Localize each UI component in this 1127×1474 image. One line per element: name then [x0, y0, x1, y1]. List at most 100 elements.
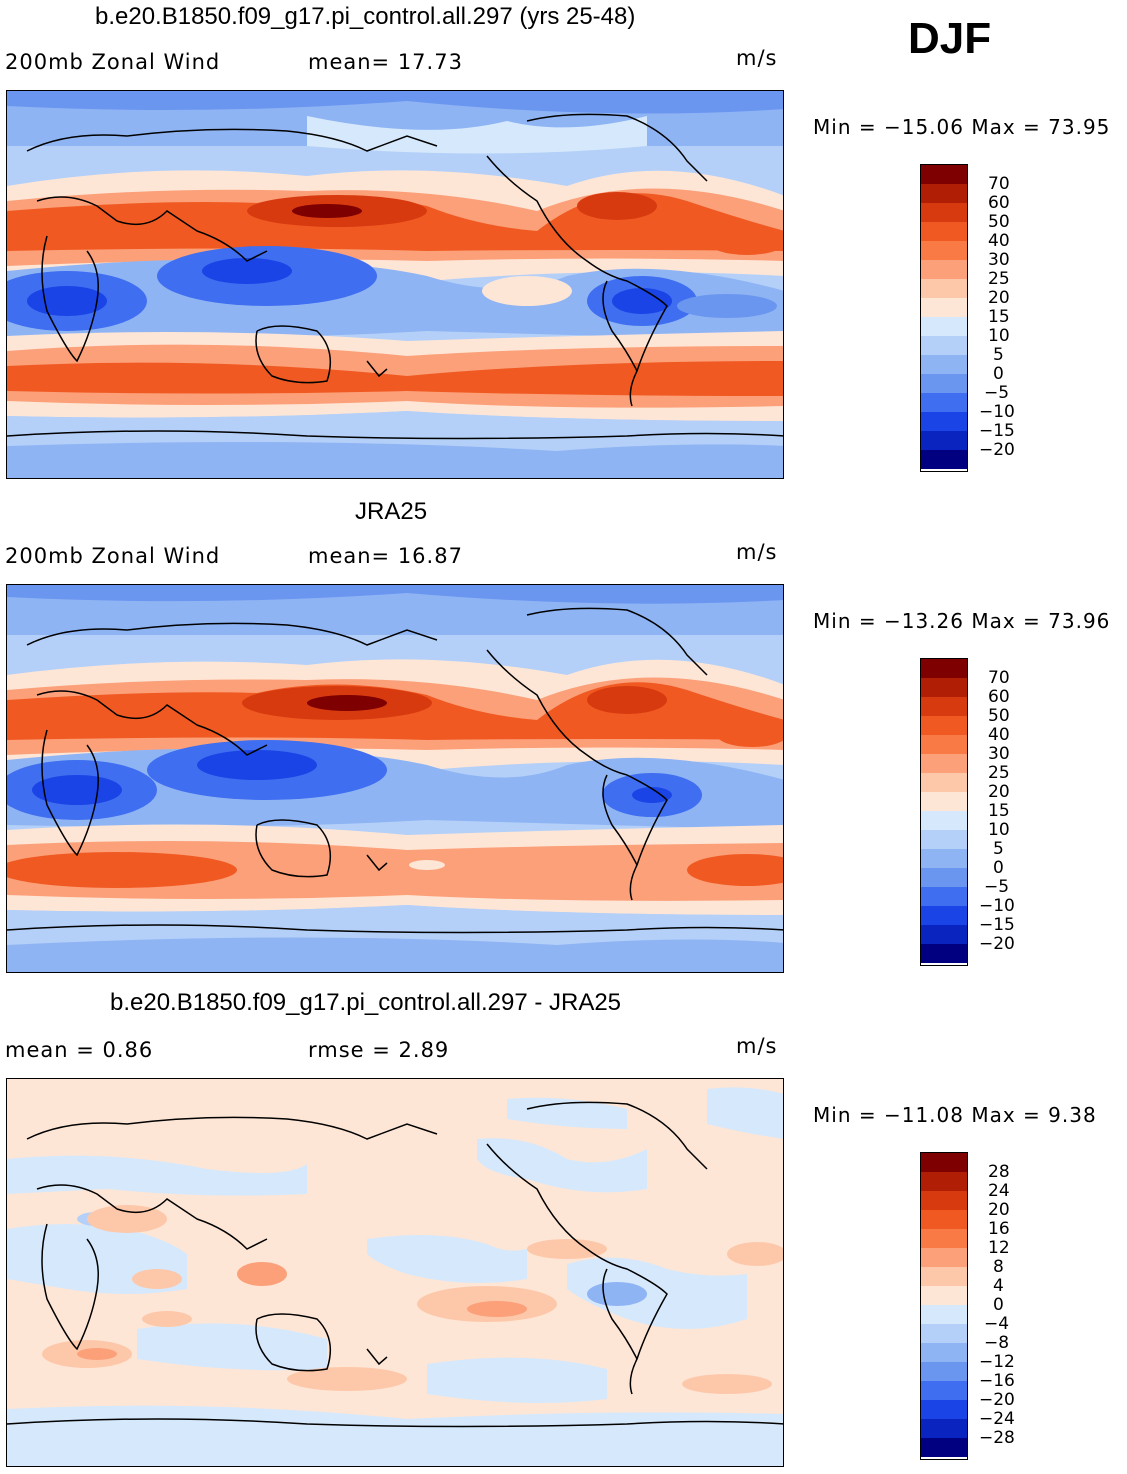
- panel-2-minmax: Min = −13.26 Max = 73.96: [813, 609, 1111, 633]
- panel-1-colorbar-bin-6: [921, 260, 967, 279]
- panel-1-colorbar-bin-7: [921, 279, 967, 298]
- panel-2-title: JRA25: [355, 498, 428, 525]
- panel-2-tick-5: 30: [988, 744, 1010, 764]
- panel-3-tick-1: 28: [988, 1162, 1010, 1182]
- panel-3-colorbar: [920, 1152, 968, 1460]
- panel-3-colorbar-bin-9: [921, 1305, 967, 1324]
- panel-1-tick-8: 15: [988, 307, 1010, 327]
- panel-2-tick-4: 40: [988, 725, 1010, 745]
- panel-2-map: [6, 584, 784, 973]
- panel-3-title: b.e20.B1850.f09_g17.pi_control.all.297 -…: [110, 989, 622, 1016]
- panel-2-tick-10: 5: [993, 839, 1004, 859]
- panel-2-tick-13: −10: [979, 896, 1015, 916]
- panel-1-tick-13: −10: [979, 402, 1015, 422]
- panel-2-tick-7: 20: [988, 782, 1010, 802]
- panel-1-units: m/s: [736, 46, 778, 70]
- panel-2-tick-15: −20: [979, 934, 1015, 954]
- panel-3-units: m/s: [736, 1034, 778, 1058]
- panel-1-tick-9: 10: [988, 326, 1010, 346]
- panel-3-colorbar-bin-1: [921, 1153, 967, 1172]
- panel-1-colorbar-bin-5: [921, 241, 967, 260]
- panel-3-tick-8: 0: [993, 1295, 1004, 1315]
- panel-3-tick-15: −28: [979, 1428, 1015, 1448]
- panel-1-tick-4: 40: [988, 231, 1010, 251]
- panel-1-tick-3: 50: [988, 212, 1010, 232]
- panel-2-colorbar-bin-3: [921, 697, 967, 716]
- panel-3-map-svg: [7, 1079, 783, 1466]
- panel-2-tick-2: 60: [988, 687, 1010, 707]
- panel-3-colorbar-bin-7: [921, 1267, 967, 1286]
- panel-1-map: [6, 90, 784, 479]
- panel-2-colorbar-bin-1: [921, 659, 967, 678]
- panel-2-mean-label: mean= 16.87: [308, 544, 463, 568]
- panel-2-colorbar-bin-14: [921, 906, 967, 925]
- panel-1-colorbar-bin-10: [921, 336, 967, 355]
- panel-2-colorbar-bin-5: [921, 735, 967, 754]
- panel-2-colorbar-bin-8: [921, 792, 967, 811]
- panel-1-minmax: Min = −15.06 Max = 73.95: [813, 115, 1111, 139]
- panel-3-tick-2: 24: [988, 1181, 1010, 1201]
- panel-1-colorbar-bin-13: [921, 393, 967, 412]
- panel-3-tick-6: 8: [993, 1257, 1004, 1277]
- panel-2-colorbar: [920, 658, 968, 966]
- panel-3-colorbar-bin-11: [921, 1343, 967, 1362]
- panel-2-colorbar-bin-16: [921, 944, 967, 963]
- panel-1-colorbar-bin-1: [921, 165, 967, 184]
- panel-2-map-svg: [7, 585, 783, 972]
- panel-2-colorbar-bin-2: [921, 678, 967, 697]
- panel-3-colorbar-bin-6: [921, 1248, 967, 1267]
- panel-1-colorbar-bin-3: [921, 203, 967, 222]
- season-label: DJF: [908, 14, 992, 63]
- panel-3-map: [6, 1078, 784, 1467]
- panel-2-tick-6: 25: [988, 763, 1010, 783]
- panel-3-colorbar-bin-8: [921, 1286, 967, 1305]
- panel-3-tick-5: 12: [988, 1238, 1010, 1258]
- panel-1-colorbar-bin-11: [921, 355, 967, 374]
- panel-3-tick-11: −12: [979, 1352, 1015, 1372]
- panel-2-colorbar-bin-11: [921, 849, 967, 868]
- panel-1-tick-10: 5: [993, 345, 1004, 365]
- panel-1-mean-label: mean= 17.73: [308, 50, 463, 74]
- panel-3-tick-12: −16: [979, 1371, 1015, 1391]
- panel-3-tick-4: 16: [988, 1219, 1010, 1239]
- panel-1-map-svg: [7, 91, 783, 478]
- panel-2-tick-1: 70: [988, 668, 1010, 688]
- panel-2-colorbar-bin-15: [921, 925, 967, 944]
- panel-2-colorbar-bin-7: [921, 773, 967, 792]
- panel-3-colorbar-bin-4: [921, 1210, 967, 1229]
- panel-2-tick-3: 50: [988, 706, 1010, 726]
- panel-2-colorbar-bin-9: [921, 811, 967, 830]
- panel-1-tick-5: 30: [988, 250, 1010, 270]
- panel-3-colorbar-bin-2: [921, 1172, 967, 1191]
- panel-1-title: b.e20.B1850.f09_g17.pi_control.all.297 (…: [95, 3, 636, 30]
- panel-1-colorbar-bin-16: [921, 450, 967, 469]
- panel-1-colorbar-bin-15: [921, 431, 967, 450]
- panel-3-tick-9: −4: [984, 1314, 1010, 1334]
- panel-3-tick-7: 4: [993, 1276, 1004, 1296]
- panel-1-tick-12: −5: [984, 383, 1010, 403]
- panel-3-tick-3: 20: [988, 1200, 1010, 1220]
- panel-3-tick-10: −8: [984, 1333, 1010, 1353]
- panel-2-units: m/s: [736, 540, 778, 564]
- panel-2-tick-9: 10: [988, 820, 1010, 840]
- panel-2-tick-8: 15: [988, 801, 1010, 821]
- panel-1-tick-15: −20: [979, 440, 1015, 460]
- panel-3-minmax: Min = −11.08 Max = 9.38: [813, 1103, 1097, 1127]
- panel-1-tick-7: 20: [988, 288, 1010, 308]
- panel-1-tick-14: −15: [979, 421, 1015, 441]
- panel-3-colorbar-bin-5: [921, 1229, 967, 1248]
- panel-1-tick-11: 0: [993, 364, 1004, 384]
- panel-1-colorbar: [920, 164, 968, 472]
- panel-1-tick-2: 60: [988, 193, 1010, 213]
- panel-2-colorbar-bin-10: [921, 830, 967, 849]
- panel-1-colorbar-bin-2: [921, 184, 967, 203]
- panel-3-colorbar-bin-10: [921, 1324, 967, 1343]
- panel-2-tick-12: −5: [984, 877, 1010, 897]
- panel-1-colorbar-bin-12: [921, 374, 967, 393]
- panel-1-tick-1: 70: [988, 174, 1010, 194]
- panel-3-rmse-label: rmse = 2.89: [308, 1038, 450, 1062]
- panel-2-colorbar-bin-13: [921, 887, 967, 906]
- panel-1-colorbar-bin-4: [921, 222, 967, 241]
- panel-3-colorbar-bin-15: [921, 1419, 967, 1438]
- panel-2-tick-11: 0: [993, 858, 1004, 878]
